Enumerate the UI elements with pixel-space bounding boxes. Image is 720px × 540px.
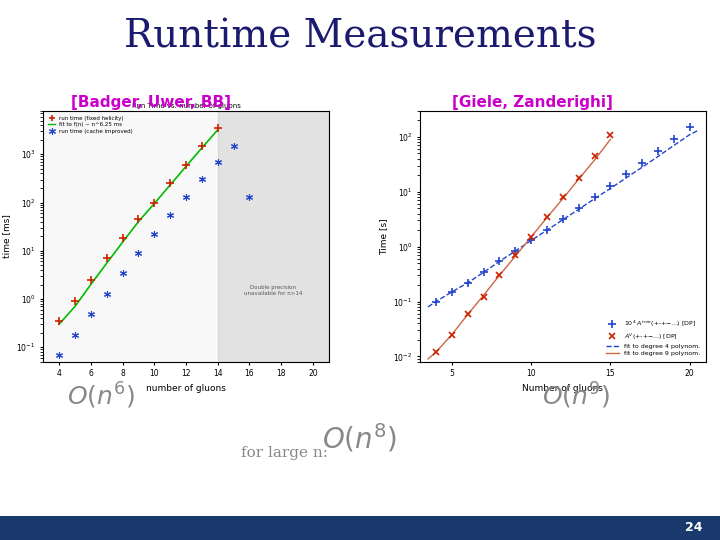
Text: 24: 24 [685, 521, 702, 534]
Bar [217, 111, 329, 362]
Title: Run Time vs. number of gluons: Run Time vs. number of gluons [132, 103, 240, 109]
Text: [Giele, Zanderighi]: [Giele, Zanderighi] [452, 94, 613, 110]
Text: $O(n^8)$: $O(n^8)$ [323, 421, 397, 454]
Text: $O(n^9)$: $O(n^9)$ [542, 381, 610, 411]
Text: Runtime Measurements: Runtime Measurements [124, 19, 596, 56]
X-axis label: number of gluons: number of gluons [146, 384, 226, 393]
Y-axis label: time [ms]: time [ms] [2, 214, 11, 258]
Text: Double precision
unavailable for n>14: Double precision unavailable for n>14 [244, 285, 302, 296]
Legend: run time (fixed helicity), fit to f(n) ~ n^6.25 ms, run time (cache improved): run time (fixed helicity), fit to f(n) ~… [46, 113, 135, 136]
Text: [Badger, Uwer, BB]: [Badger, Uwer, BB] [71, 94, 231, 110]
Y-axis label: Time [s]: Time [s] [379, 218, 388, 254]
X-axis label: Number of gluons: Number of gluons [523, 384, 603, 393]
Text: for large n:: for large n: [241, 446, 328, 460]
Legend: $10^4$ $A^{tree}$(+-+$-$...) [DP], $A^V$(+-+$-$...) [DP], fit to degree 4 polyno: $10^4$ $A^{tree}$(+-+$-$...) [DP], $A^V$… [604, 316, 703, 359]
Text: $O(n^6)$: $O(n^6)$ [67, 381, 135, 411]
